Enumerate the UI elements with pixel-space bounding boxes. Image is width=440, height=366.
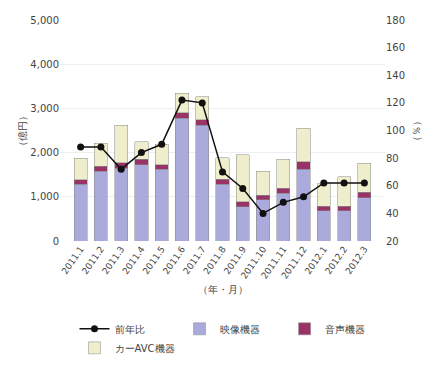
svg-text:2011.10: 2011.10: [239, 244, 269, 280]
svg-text:（％）: （％）: [411, 116, 422, 146]
svg-text:140: 140: [386, 70, 405, 81]
svg-text:4,000: 4,000: [30, 59, 59, 70]
svg-text:2012.1: 2012.1: [303, 244, 329, 276]
svg-text:1,000: 1,000: [30, 191, 59, 202]
svg-text:2011.9: 2011.9: [222, 244, 248, 276]
svg-text:2011.2: 2011.2: [80, 244, 106, 276]
svg-text:80: 80: [386, 153, 399, 164]
svg-text:映像機器: 映像機器: [220, 324, 260, 335]
svg-text:2011.11: 2011.11: [259, 244, 289, 280]
svg-text:2011.7: 2011.7: [181, 244, 207, 276]
svg-text:5,000: 5,000: [30, 15, 59, 26]
svg-text:カーAVC機器: カーAVC機器: [115, 343, 175, 354]
svg-text:2011.5: 2011.5: [141, 244, 167, 276]
svg-text:2011.8: 2011.8: [202, 244, 228, 276]
svg-text:2,000: 2,000: [30, 147, 59, 158]
svg-text:2012.3: 2012.3: [343, 244, 369, 276]
svg-text:2011.3: 2011.3: [100, 244, 126, 276]
svg-text:20: 20: [386, 236, 399, 247]
svg-text:2011.4: 2011.4: [120, 244, 146, 276]
svg-text:2011.1: 2011.1: [60, 244, 86, 276]
svg-text:0: 0: [53, 236, 59, 247]
svg-text:2011.12: 2011.12: [279, 244, 309, 280]
svg-text:音声機器: 音声機器: [325, 324, 365, 335]
svg-text:3,000: 3,000: [30, 103, 59, 114]
svg-text:160: 160: [386, 42, 405, 53]
svg-text:120: 120: [386, 97, 405, 108]
svg-text:2011.6: 2011.6: [161, 244, 187, 276]
svg-text:（億円）: （億円）: [17, 111, 28, 151]
svg-text:100: 100: [386, 125, 405, 136]
svg-text:（年・月）: （年・月）: [198, 284, 248, 295]
svg-text:180: 180: [386, 15, 405, 26]
svg-text:前年比: 前年比: [115, 324, 145, 335]
svg-text:2012.2: 2012.2: [323, 244, 349, 276]
svg-text:40: 40: [386, 208, 399, 219]
svg-text:60: 60: [386, 180, 399, 191]
